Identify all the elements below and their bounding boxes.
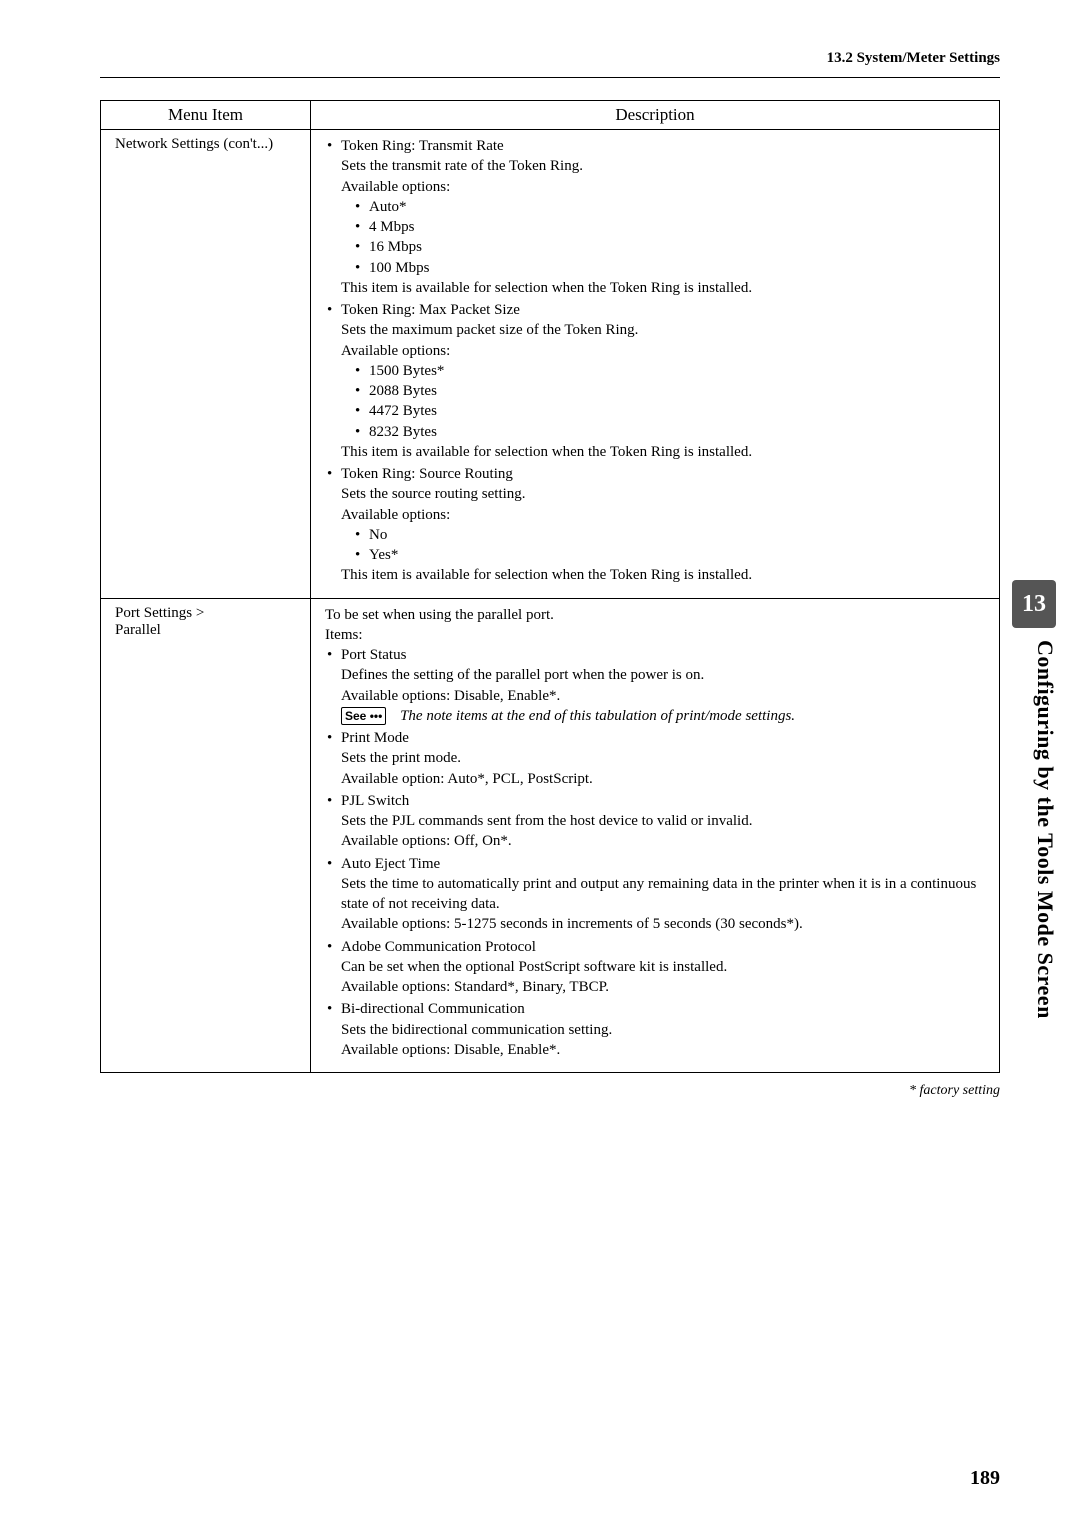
option: 2088 Bytes: [355, 381, 987, 401]
item-text: Available options: 5-1275 seconds in inc…: [341, 916, 803, 932]
chapter-tab: 13: [1012, 580, 1056, 628]
item-text: Can be set when the optional PostScript …: [341, 959, 727, 975]
item-text: Sets the transmit rate of the Token Ring…: [341, 158, 583, 174]
item-text: Sets the print mode.: [341, 750, 461, 766]
item-text: This item is available for selection whe…: [341, 567, 752, 583]
option: 8232 Bytes: [355, 422, 987, 442]
item-text: Sets the maximum packet size of the Toke…: [341, 322, 638, 338]
item-text: Available options: Disable, Enable*.: [341, 688, 560, 704]
item-title: Print Mode: [341, 730, 409, 746]
item-title: Port Status: [341, 647, 406, 663]
item-title: Bi-directional Communication: [341, 1001, 525, 1017]
items-label: Items:: [325, 625, 987, 645]
desc-cell: Token Ring: Transmit Rate Sets the trans…: [311, 130, 1000, 599]
item-text: Available options: Disable, Enable*.: [341, 1042, 560, 1058]
item-text: Available options:: [341, 343, 450, 359]
menu-label-line2: Parallel: [115, 622, 161, 638]
col-header-desc: Description: [311, 101, 1000, 130]
item-title: Token Ring: Max Packet Size: [341, 302, 520, 318]
see-box: See •••: [341, 707, 386, 725]
settings-table: Menu Item Description Network Settings (…: [100, 100, 1000, 1073]
section-header: 13.2 System/Meter Settings: [100, 50, 1000, 67]
item-text: Available options:: [341, 507, 450, 523]
option: 100 Mbps: [355, 258, 987, 278]
option: 16 Mbps: [355, 237, 987, 257]
header-rule: [100, 77, 1000, 78]
option: Auto*: [355, 197, 987, 217]
option: No: [355, 525, 987, 545]
item-text: Available option: Auto*, PCL, PostScript…: [341, 771, 593, 787]
menu-cell: Port Settings > Parallel: [101, 598, 311, 1073]
item-title: Token Ring: Source Routing: [341, 466, 513, 482]
see-dots-icon: •••: [370, 709, 383, 723]
desc-cell: To be set when using the parallel port. …: [311, 598, 1000, 1073]
see-note: The note items at the end of this tabula…: [400, 708, 795, 724]
item-text: This item is available for selection whe…: [341, 444, 752, 460]
col-header-menu: Menu Item: [101, 101, 311, 130]
table-row: Port Settings > Parallel To be set when …: [101, 598, 1000, 1073]
item-text: This item is available for selection whe…: [341, 280, 752, 296]
option: Yes*: [355, 545, 987, 565]
item-text: Sets the bidirectional communication set…: [341, 1022, 612, 1038]
item-text: Sets the time to automatically print and…: [341, 876, 976, 912]
item-title: Auto Eject Time: [341, 856, 440, 872]
page-number: 189: [970, 1467, 1000, 1490]
intro-text: To be set when using the parallel port.: [325, 605, 987, 625]
item-text: Available options: Standard*, Binary, TB…: [341, 979, 609, 995]
item-text: Available options: Off, On*.: [341, 833, 512, 849]
chapter-title-vertical: Configuring by the Tools Mode Screen: [1032, 640, 1058, 1019]
menu-label-line1: Port Settings >: [115, 605, 204, 621]
see-label: See: [345, 709, 366, 723]
item-text: Sets the source routing setting.: [341, 486, 526, 502]
option: 1500 Bytes*: [355, 361, 987, 381]
item-title: PJL Switch: [341, 793, 409, 809]
factory-setting-note: * factory setting: [100, 1083, 1000, 1099]
menu-cell: Network Settings (con't...): [101, 130, 311, 599]
item-text: Defines the setting of the parallel port…: [341, 667, 704, 683]
option: 4 Mbps: [355, 217, 987, 237]
item-title: Adobe Communication Protocol: [341, 939, 536, 955]
item-title: Token Ring: Transmit Rate: [341, 138, 504, 154]
item-text: Sets the PJL commands sent from the host…: [341, 813, 752, 829]
option: 4472 Bytes: [355, 401, 987, 421]
item-text: Available options:: [341, 179, 450, 195]
table-row: Network Settings (con't...) Token Ring: …: [101, 130, 1000, 599]
